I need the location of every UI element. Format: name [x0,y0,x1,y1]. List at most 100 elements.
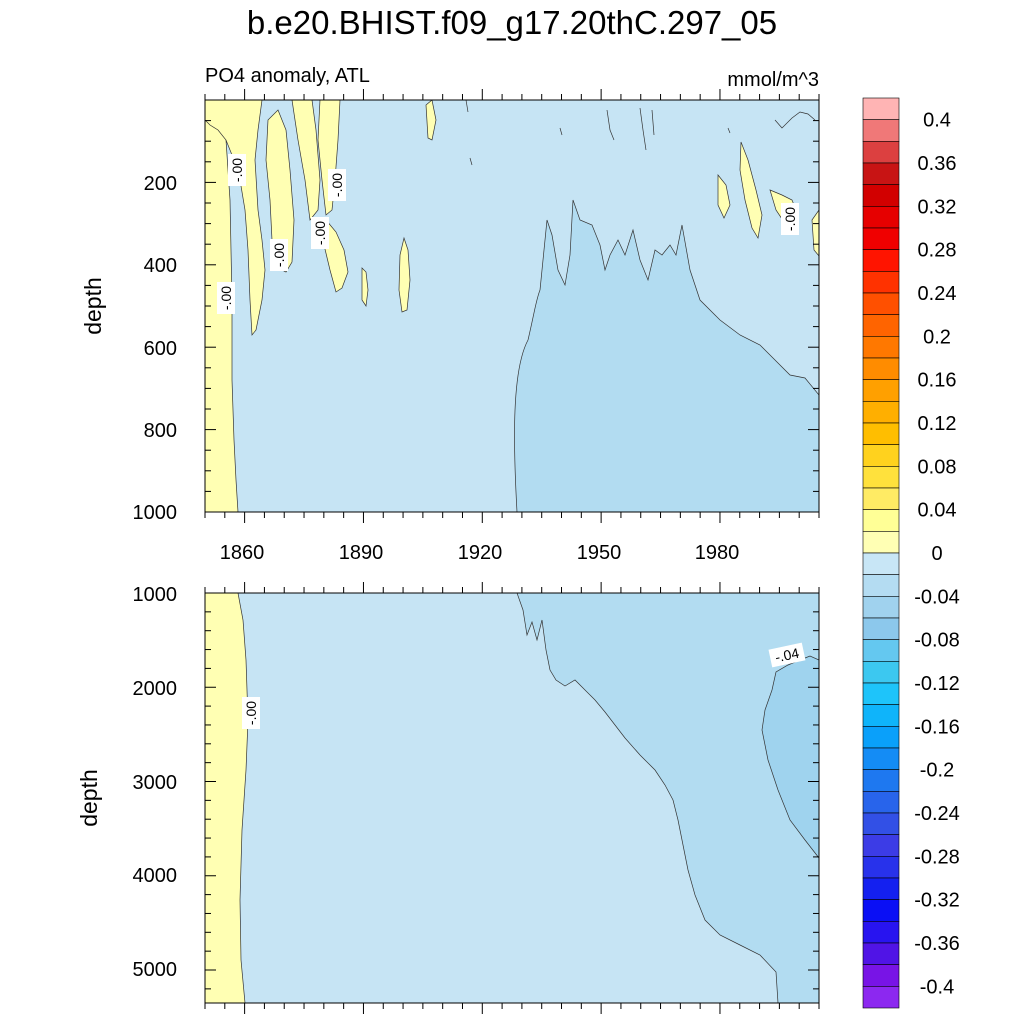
xtick-label: 1920 [458,542,503,564]
bottom-ytick-label: 2000 [133,678,178,700]
svg-text:-.00: -.00 [329,173,345,197]
top-ytick-label: 800 [144,420,177,442]
colorbar-label: 0.24 [918,283,957,305]
colorbar-box [862,184,900,207]
colorbar-box [862,314,900,337]
colorbar-box [862,509,900,532]
colorbar-box [862,769,900,792]
top-contour-label: -.00 [217,282,235,314]
colorbar-box [862,704,900,727]
top-contour-label: -.00 [270,239,288,271]
top-ylabel: depth [80,277,106,335]
colorbar-label: 0.36 [918,153,957,175]
top-ytick-label: 400 [144,255,177,277]
bottom-contour-label: -.04 [768,642,806,668]
colorbar-box [862,574,900,597]
top-patch-e [323,219,349,293]
colorbar-label: 0.28 [918,240,957,262]
top-patch-d [317,100,341,216]
top-deep-region [514,199,819,512]
colorbar [862,97,900,1009]
xtick-label: 1980 [695,542,740,564]
bottom-contour-label: -.00 [242,697,260,729]
top-ytick-label: 1000 [133,502,178,524]
bottom-plot-area [205,593,819,1003]
colorbar-box [862,379,900,402]
colorbar-label: -0.36 [914,933,960,955]
bottom-frame [204,592,820,1004]
colorbar-box [862,617,900,640]
colorbar-label: -0.16 [914,716,960,738]
colorbar-box [862,661,900,684]
svg-text:-.00: -.00 [782,207,798,231]
top-patch-b [265,109,295,273]
colorbar-box [862,834,900,857]
bottom-ylabel: depth [76,769,102,827]
bottom-deep-region [516,593,819,1003]
colorbar-box [862,487,900,510]
colorbar-label: 0.16 [918,370,957,392]
svg-text:-.00: -.00 [229,158,245,182]
top-contour-label: -.00 [228,154,246,186]
colorbar-label: 0.04 [918,500,957,522]
colorbar-label: 0.2 [923,326,951,348]
colorbar-label: -0.28 [914,846,960,868]
colorbar-box [862,964,900,987]
top-panel-title: PO4 anomaly, ATL [205,65,370,87]
colorbar-box [862,726,900,749]
colorbar-box [862,921,900,944]
top-contour-label: -.00 [328,169,346,201]
colorbar-box [862,141,900,164]
colorbar-label: 0.08 [918,456,957,478]
top-contour-label: -.00 [781,203,799,235]
colorbar-box [862,401,900,424]
colorbar-box [862,791,900,814]
colorbar-box [862,877,900,900]
svg-text:-.00: -.00 [243,701,259,725]
colorbar-box [862,119,900,142]
colorbar-box [862,682,900,705]
top-panel-units: mmol/m^3 [727,69,819,91]
colorbar-label: -0.4 [920,976,954,998]
colorbar-box [862,162,900,185]
colorbar-box [862,466,900,489]
svg-text:-.04: -.04 [774,645,801,666]
colorbar-box [862,639,900,662]
colorbar-box [862,206,900,229]
top-patch-h [425,100,437,141]
top-contour-label: -.00 [311,217,329,249]
svg-text:-.00: -.00 [271,243,287,267]
top-patch-a [205,100,266,336]
top-patch-f [361,267,369,307]
bottom-ytick-label: 5000 [133,959,178,981]
top-axis-ticks [204,89,820,523]
top-contour-lines [465,100,816,166]
colorbar-box [862,856,900,879]
colorbar-box [862,292,900,315]
top-ytick-label: 600 [144,338,177,360]
colorbar-box [862,444,900,467]
colorbar-box [862,97,900,120]
colorbar-label: 0.4 [923,110,951,132]
colorbar-box [862,986,900,1009]
top-patch-i [739,141,763,239]
top-ytick-label: 200 [144,173,177,195]
bottom-ytick-label: 4000 [133,865,178,887]
colorbar-label: -0.24 [914,803,960,825]
svg-text:-.00: -.00 [312,221,328,245]
figure-title: b.e20.BHIST.f09_g17.20thC.297_05 [247,4,777,41]
colorbar-label: -0.2 [920,760,954,782]
colorbar-label: 0 [931,543,942,565]
top-patch-c [291,100,321,221]
colorbar-box [862,942,900,965]
bottom-left-strip [205,593,249,1003]
colorbar-box [862,747,900,770]
colorbar-box [862,812,900,835]
top-patch-j [717,174,731,219]
colorbar-box [862,552,900,575]
colorbar-label: -0.32 [914,890,960,912]
colorbar-label: 0.12 [918,413,957,435]
colorbar-box [862,531,900,554]
colorbar-box [862,422,900,445]
